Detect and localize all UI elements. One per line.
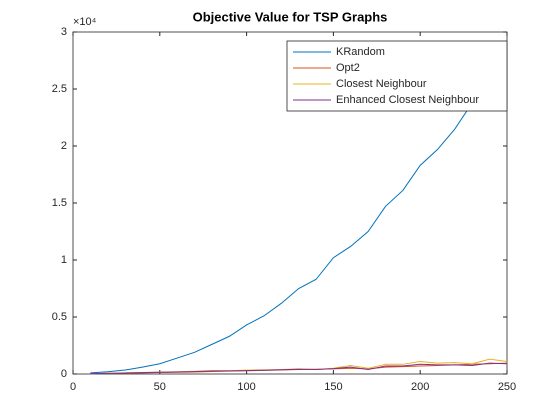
x-tick-label: 200 (411, 381, 429, 393)
legend-box (286, 40, 508, 112)
y-tick-label: 0 (61, 368, 67, 380)
x-tick-label: 250 (498, 381, 516, 393)
y-tick-label: 1 (61, 254, 67, 266)
y-tick-label: 0.5 (52, 311, 67, 323)
y-exponent: ×10⁴ (73, 16, 97, 28)
y-tick-label: 3 (61, 26, 67, 38)
legend-label: Enhanced Closest Neighbour (336, 94, 479, 106)
x-tick-label: 50 (154, 381, 166, 393)
legend-label: Closest Neighbour (336, 78, 427, 90)
legend-label: Opt2 (336, 62, 360, 74)
series-line (90, 362, 508, 375)
x-tick-label: 150 (324, 381, 342, 393)
x-tick-label: 100 (237, 381, 255, 393)
x-tick-label: 0 (70, 381, 76, 393)
chart-title: Objective Value for TSP Graphs (193, 9, 388, 24)
y-tick-label: 1.5 (52, 197, 67, 209)
y-tick-label: 2.5 (52, 83, 67, 95)
series-line (90, 54, 508, 374)
y-tick-label: 2 (61, 140, 67, 152)
legend-label: KRandom (336, 46, 385, 58)
